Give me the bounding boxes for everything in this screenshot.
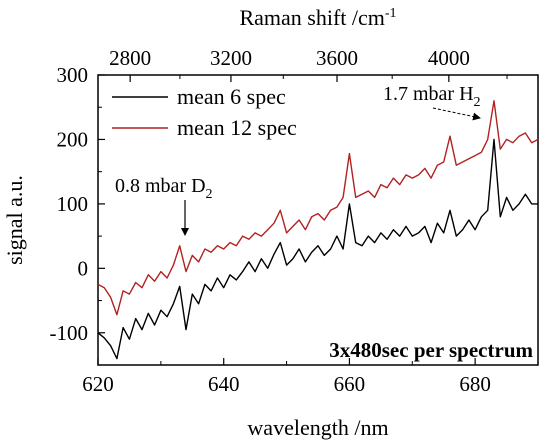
acquisition-note: 3x480sec per spectrum <box>329 338 533 362</box>
series-line-1 <box>97 138 538 360</box>
annotation-h2-label: 1.7 mbar H2 <box>383 83 481 110</box>
annotation-d2-label: 0.8 mbar D2 <box>115 175 213 202</box>
annotation-d2: 0.8 mbar D2 <box>115 175 213 236</box>
top-tick-label-4000: 4000 <box>428 46 470 70</box>
legend-label-series-2: mean 12 spec <box>177 115 297 140</box>
x-tick-label-660: 660 <box>334 372 366 396</box>
plot-frame <box>97 74 539 366</box>
series-lines <box>97 100 539 360</box>
legend: mean 6 spec mean 12 spec <box>112 84 297 140</box>
top-tick-label-2800: 2800 <box>109 46 151 70</box>
top-axis-title: Raman shift /cm-1 <box>239 5 396 30</box>
x-tick-label-640: 640 <box>208 372 240 396</box>
x-axis-title: wavelength /nm <box>247 415 388 440</box>
series-line-2 <box>97 100 539 316</box>
annotation-h2: 1.7 mbar H2 <box>383 83 481 121</box>
bottom-axis-ticks: 620 640 660 680 <box>82 358 491 396</box>
y-tick-label--100: -100 <box>50 321 89 345</box>
annotation-d2-sub: 2 <box>206 187 213 202</box>
left-axis-ticks: -100 0 100 200 300 <box>50 63 105 366</box>
y-tick-label-200: 200 <box>57 127 89 151</box>
annotation-h2-text: 1.7 mbar H <box>383 83 474 105</box>
top-axis-title-main: Raman shift /cm <box>239 5 384 30</box>
y-tick-label-300: 300 <box>57 63 89 87</box>
annotation-h2-sub: 2 <box>474 95 481 110</box>
annotation-h2-arrow <box>432 107 481 121</box>
top-tick-label-3600: 3600 <box>316 46 358 70</box>
y-tick-label-100: 100 <box>57 192 89 216</box>
top-axis-title-sup: -1 <box>385 6 397 21</box>
top-tick-label-3200: 3200 <box>210 46 252 70</box>
y-axis-title: signal a.u. <box>2 175 27 265</box>
y-tick-label-0: 0 <box>78 256 89 280</box>
top-axis-ticks: 2800 3200 3600 4000 <box>109 46 508 82</box>
legend-label-series-1: mean 6 spec <box>177 84 286 109</box>
x-tick-label-680: 680 <box>459 372 491 396</box>
annotation-d2-text: 0.8 mbar D <box>115 175 206 197</box>
x-tick-label-620: 620 <box>82 372 114 396</box>
